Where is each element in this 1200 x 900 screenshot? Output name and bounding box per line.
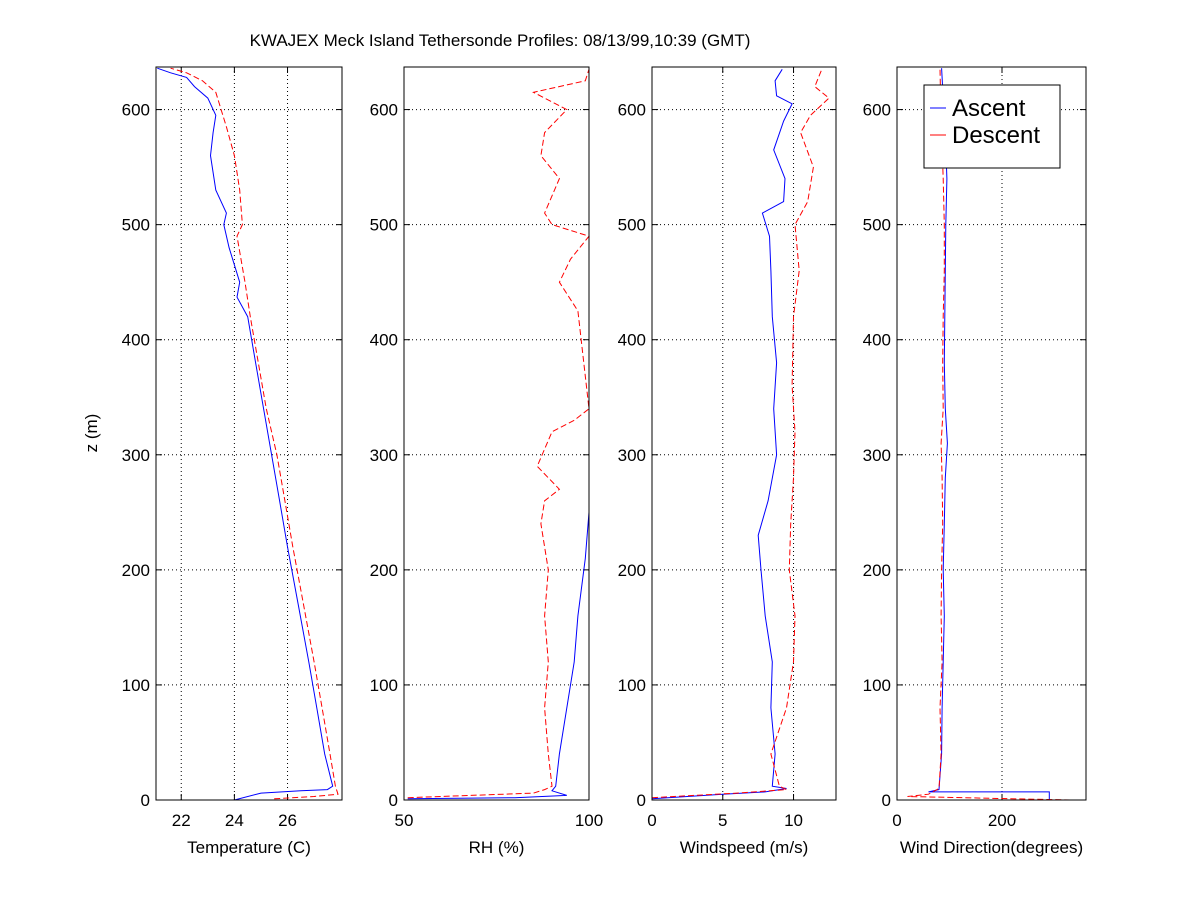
y-tick-label: 400 [618,331,646,350]
axes-frame [651,66,837,801]
axes-frame [896,66,1087,801]
y-tick-label: 200 [370,561,398,580]
panel-background [404,67,589,800]
y-tick-label: 200 [122,561,150,580]
wind_direction-descent-line [907,68,1071,801]
y-tick-label: 600 [370,101,398,120]
rh-ascent-line [407,489,590,800]
y-tick-label: 500 [863,216,891,235]
y-tick-label: 300 [122,446,150,465]
y-tick-label: 0 [637,791,646,810]
wind_direction-ascent-line [928,68,1050,800]
y-tick-label: 600 [618,101,646,120]
y-tick-label: 400 [863,331,891,350]
x-tick-label: 10 [784,811,803,830]
legend-box [923,84,1061,169]
x-tick-label: 24 [225,811,244,830]
x-tick-label: 100 [575,811,603,830]
y-tick-label: 200 [863,561,891,580]
y-tick-label: 600 [122,101,150,120]
y-tick-label: 300 [370,446,398,465]
axes-frame [155,66,343,801]
y-axis-label: z (m) [82,414,101,453]
x-tick-label: 5 [718,811,727,830]
windspeed-descent-line [651,69,830,799]
panel-background [652,67,836,800]
windspeed-ascent-line [651,69,793,800]
x-tick-label: 22 [172,811,191,830]
x-axis-label: Temperature (C) [187,838,311,857]
y-tick-label: 100 [370,676,398,695]
x-tick-label: 26 [278,811,297,830]
y-tick-label: 500 [122,216,150,235]
y-tick-label: 600 [863,101,891,120]
panel-background [897,67,1086,800]
chart-title: KWAJEX Meck Island Tethersonde Profiles:… [249,31,751,50]
x-axis-label: RH (%) [469,838,525,857]
x-tick-label: 50 [395,811,414,830]
y-tick-label: 100 [618,676,646,695]
y-tick-label: 0 [141,791,150,810]
y-tick-label: 0 [882,791,891,810]
y-tick-label: 100 [863,676,891,695]
y-tick-label: 400 [370,331,398,350]
y-tick-label: 500 [618,216,646,235]
y-tick-label: 200 [618,561,646,580]
legend-label-ascent: Ascent [952,95,1026,122]
temperature-ascent-line [157,67,334,801]
rh-descent-line [407,69,590,799]
x-tick-label: 0 [647,811,656,830]
x-axis-label: Wind Direction(degrees) [900,838,1083,857]
y-tick-label: 100 [122,676,150,695]
temperature-descent-line [170,67,339,800]
x-tick-label: 200 [988,811,1016,830]
y-tick-label: 300 [863,446,891,465]
axes-frame [403,66,590,801]
x-tick-label: 0 [892,811,901,830]
y-tick-label: 500 [370,216,398,235]
y-tick-label: 400 [122,331,150,350]
y-tick-label: 300 [618,446,646,465]
x-axis-label: Windspeed (m/s) [680,838,808,857]
panel-background [156,67,342,800]
legend-label-descent: Descent [952,122,1040,149]
y-tick-label: 0 [389,791,398,810]
